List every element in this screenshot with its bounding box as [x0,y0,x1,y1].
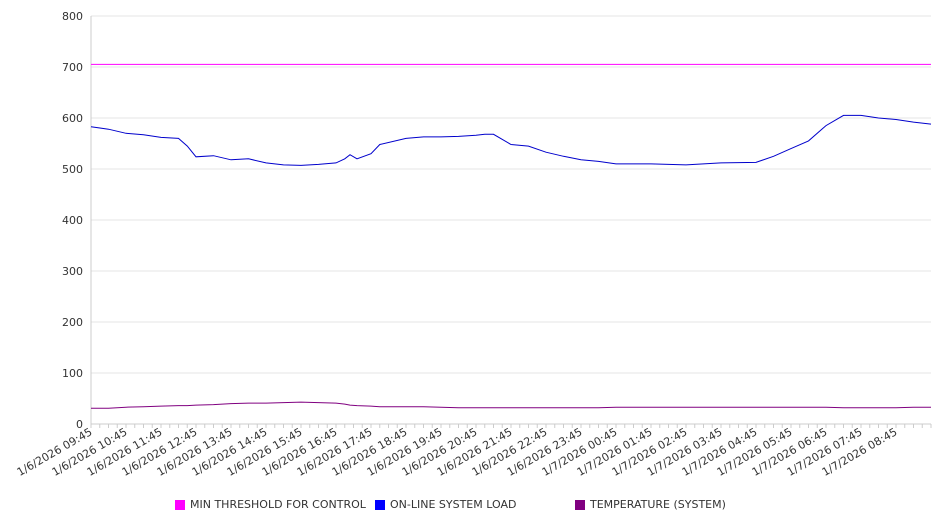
y-tick-label: 500 [62,163,83,176]
legend-item-temperature[interactable]: TEMPERATURE (SYSTEM) [575,498,726,511]
y-tick-label: 400 [62,214,83,227]
y-tick-label: 0 [76,418,83,431]
y-tick-label: 800 [62,10,83,23]
y-tick-label: 700 [62,61,83,74]
y-tick-label: 600 [62,112,83,125]
legend-item-system-load[interactable]: ON-LINE SYSTEM LOAD [375,498,516,511]
legend-label: MIN THRESHOLD FOR CONTROL [190,498,366,511]
legend-swatch [375,499,385,510]
legend-swatch [175,499,185,510]
series-line-1 [90,114,932,166]
y-tick-label: 200 [62,316,83,329]
y-tick-label: 300 [62,265,83,278]
y-tick-label: 100 [62,367,83,380]
legend-label: TEMPERATURE (SYSTEM) [590,498,726,511]
legend-item-min-threshold[interactable]: MIN THRESHOLD FOR CONTROL [175,498,366,511]
legend-swatch [575,499,585,510]
legend-label: ON-LINE SYSTEM LOAD [390,498,517,511]
series-line-2 [91,401,931,409]
